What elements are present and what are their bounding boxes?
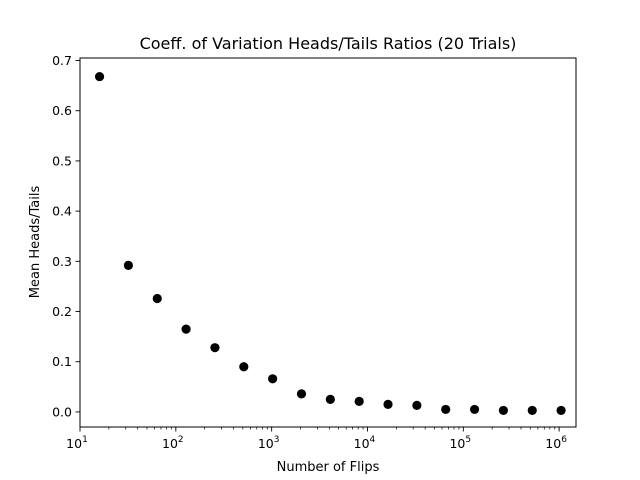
x-tick-label: 103 — [258, 435, 280, 451]
y-tick-label: 0.6 — [52, 103, 72, 118]
data-point — [354, 396, 364, 406]
data-point — [181, 324, 191, 334]
data-point — [527, 405, 537, 416]
y-tick-label: 0.5 — [52, 153, 72, 168]
y-tick-label: 0.1 — [52, 354, 72, 369]
x-axis-label: Number of Flips — [277, 460, 380, 475]
x-tick-label: 101 — [66, 435, 88, 451]
data-point — [239, 362, 249, 372]
data-point — [296, 389, 307, 399]
y-tick-label: 0.3 — [52, 254, 72, 269]
data-point — [556, 405, 566, 416]
data-point — [123, 260, 134, 270]
y-tick-label: 0.2 — [52, 304, 72, 319]
x-tick-label: 106 — [545, 435, 567, 451]
y-tick-label: 0.4 — [52, 204, 72, 219]
y-tick-label: 0.0 — [52, 404, 72, 419]
x-tick-label: 102 — [162, 435, 184, 451]
y-tick-label: 0.7 — [52, 53, 72, 68]
x-tick-label: 105 — [449, 435, 471, 451]
data-point — [325, 394, 335, 404]
y-axis-label: Mean Heads/Tails — [28, 186, 43, 299]
data-point — [94, 71, 105, 82]
plot-frame — [79, 57, 577, 428]
data-point — [383, 399, 393, 410]
data-point — [498, 405, 509, 416]
chart-title: Coeff. of Variation Heads/Tails Ratios (… — [140, 34, 517, 53]
data-point — [412, 400, 422, 411]
x-axis: 101 102 103 104 105 106 — [66, 427, 567, 451]
data-point — [441, 404, 451, 415]
plot-area — [79, 57, 577, 428]
y-axis: 0.0 0.1 0.2 0.3 0.4 0.5 0.6 0.7 — [52, 53, 80, 419]
data-point — [469, 404, 480, 415]
data-point — [152, 293, 162, 304]
data-point — [268, 374, 278, 384]
data-point — [210, 343, 220, 353]
x-tick-label: 104 — [354, 435, 376, 451]
data-points — [94, 71, 566, 416]
